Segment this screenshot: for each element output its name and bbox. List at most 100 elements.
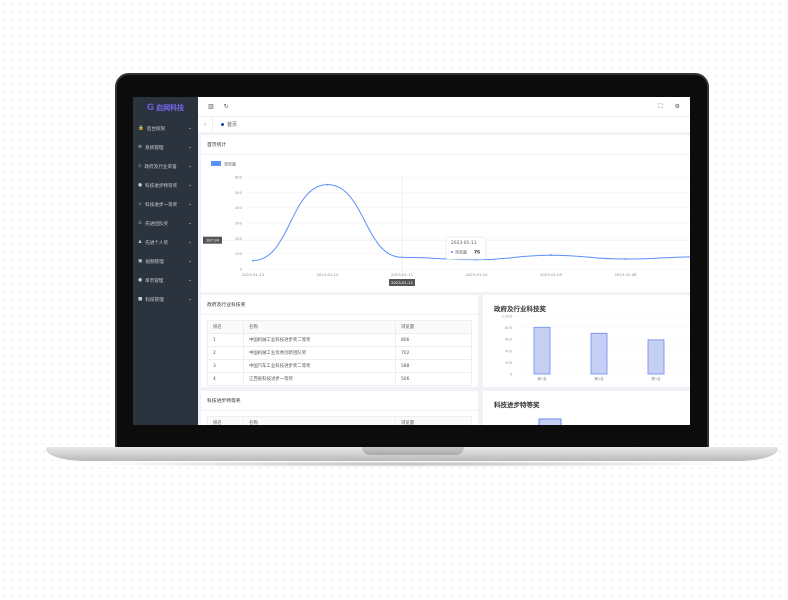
- card-title: 首页统计: [201, 135, 690, 155]
- bar: [647, 339, 665, 375]
- y-tick-label: 200: [505, 361, 513, 365]
- ranking-table: 排名 名称 浏览量 1 中国机械工业科技进步奖二等奖 806 2 中国机械工业优秀创新团队奖…: [207, 320, 472, 386]
- fullscreen-icon[interactable]: ⛶: [658, 102, 663, 110]
- table-cell: 中国机械工业科技进步奖二等奖: [243, 333, 396, 347]
- y-tick-label: 400: [235, 205, 243, 210]
- bar: [590, 332, 608, 375]
- sidebar-item[interactable]: ◇ 政府及行业荣誉 ⌄: [133, 157, 198, 176]
- laptop-shadow: [80, 461, 740, 467]
- tooltip-dot: [451, 251, 453, 253]
- tab-back-icon[interactable]: ‹: [204, 121, 206, 128]
- y-tick-label: 100: [235, 251, 243, 256]
- sidebar-item[interactable]: ☆ 科技进步一等奖 ⌄: [133, 195, 198, 214]
- x-tick-label: 第1名: [537, 376, 547, 381]
- user-icon: ♟: [138, 240, 143, 245]
- table2-card: 科技进步特等奖 排名 名称 浏览量: [201, 391, 478, 425]
- logo: G 启网科技: [133, 97, 198, 119]
- table-header: 排名 名称 浏览量: [207, 416, 472, 425]
- table-cell: 588: [395, 359, 472, 373]
- menu-toggle-icon[interactable]: ▥: [208, 103, 214, 110]
- tooltip-series: 浏览量: [455, 249, 467, 255]
- table-row: 1 中国机械工业科技进步奖二等奖 806: [207, 333, 472, 347]
- table-cell: 中国汽车工业科技进步奖二等奖: [243, 359, 396, 373]
- table-cell: 2: [207, 346, 244, 360]
- x-tick-label: 2023-01-09: [540, 272, 563, 277]
- bar-chart-2: [538, 418, 562, 425]
- lock-icon: 🔒: [138, 126, 144, 131]
- tab-home[interactable]: 首页: [212, 117, 245, 132]
- y-tick-label: 400: [505, 349, 513, 353]
- sidebar-item[interactable]: 🔒 后台权限 ⌄: [133, 119, 198, 138]
- sidebar-item[interactable]: ■ 科技管理 ⌄: [133, 290, 198, 309]
- sidebar-item[interactable]: ⚙ 系统管理 ⌄: [133, 138, 198, 157]
- sidebar-item[interactable]: ▣ 视频管理 ⌄: [133, 252, 198, 271]
- table-cell: 3: [207, 359, 244, 373]
- star-icon: ☆: [138, 202, 143, 207]
- bar: [538, 418, 562, 425]
- crosshair-x-label: 2023-01-11: [391, 280, 414, 285]
- sidebar-item-label: 科技进步特等奖: [145, 183, 178, 189]
- x-tick-label: 2023-01-13: [242, 272, 265, 277]
- line-chart: 浏览量 0 100 200 300 400 500 600 2023-01-13 2023-01-…: [203, 161, 690, 286]
- crosshair-x-badge: [389, 279, 415, 286]
- gear-icon: ⚙: [138, 145, 143, 150]
- ranking-table-2: 排名 名称 浏览量: [207, 416, 472, 425]
- y-tick-label: 0: [510, 373, 513, 377]
- chevron-down-icon: ⌄: [188, 278, 192, 283]
- sidebar-item-label: 先进团队奖: [145, 221, 169, 227]
- bar-chart-card-2: 科技进步特等奖: [483, 391, 690, 425]
- sidebar-item-label: 科技管理: [145, 297, 164, 303]
- sidebar-item[interactable]: ● 科技进步特等奖 ⌄: [133, 176, 198, 195]
- table-row: 2 中国机械工业优秀创新团队奖 702: [207, 346, 472, 360]
- database-icon: ●: [138, 183, 143, 188]
- user-group-icon: ♙: [138, 221, 143, 226]
- sidebar-item[interactable]: ♟ 先进个人奖 ⌄: [133, 233, 198, 252]
- sidebar-item[interactable]: ♙ 先进团队奖 ⌄: [133, 214, 198, 233]
- data-point: [252, 259, 254, 262]
- col-name: 名称: [243, 320, 396, 334]
- x-tick-label: 2023-01-11: [391, 272, 414, 277]
- sidebar: G 启网科技 🔒 后台权限 ⌄ ⚙ 系统管理 ⌄ ◇ 政府及行业荣誉 ⌄ ● 科技进步特等奖 ⌄ ☆ 科技进…: [133, 97, 198, 425]
- bar: [533, 326, 551, 375]
- sidebar-item[interactable]: ● 单页管理 ⌄: [133, 271, 198, 290]
- video-icon: ▣: [138, 259, 143, 264]
- chevron-down-icon: ⌄: [188, 259, 192, 264]
- sidebar-item-label: 先进个人奖: [145, 240, 169, 246]
- table-cell: 江西省科技进步一等奖: [243, 372, 396, 386]
- table-row: 3 中国汽车工业科技进步奖二等奖 588: [207, 359, 472, 373]
- table-cell: 中国机械工业优秀创新团队奖: [243, 346, 396, 360]
- bar-chart: 0 200 400 600 800 1,000 第1名 第1名 第1名: [502, 315, 690, 381]
- chevron-down-icon: ⌄: [188, 183, 192, 188]
- table-cell: 702: [395, 346, 472, 360]
- windows-icon: ■: [138, 297, 143, 302]
- tooltip-date: 2023-01-11: [451, 240, 477, 246]
- x-tick-label: 第1名: [651, 376, 661, 381]
- tab-label: 首页: [227, 122, 238, 128]
- sidebar-item-label: 单页管理: [145, 278, 164, 284]
- y-tick-label: 0: [240, 267, 243, 272]
- logo-text: 启网科技: [156, 104, 185, 112]
- sidebar-item-label: 政府及行业荣誉: [144, 164, 177, 170]
- col-views: 浏览量: [395, 320, 472, 334]
- app-screen: G 启网科技 🔒 后台权限 ⌄ ⚙ 系统管理 ⌄ ◇ 政府及行业荣誉 ⌄ ● 科技进步特等奖 ⌄ ☆ 科技进…: [133, 97, 690, 425]
- y-tick-label: 300: [235, 221, 243, 226]
- x-tick-label: 第1名: [594, 376, 604, 381]
- data-point: [624, 258, 627, 260]
- refresh-icon[interactable]: ↻: [223, 103, 229, 110]
- chevron-down-icon: ⌄: [188, 202, 192, 207]
- x-tick-label: 2023-01-10: [465, 272, 488, 277]
- col-views: 浏览量: [395, 416, 472, 425]
- col-rank: 排名: [207, 416, 244, 425]
- active-dot: [221, 123, 224, 126]
- sidebar-item-label: 视频管理: [145, 259, 164, 265]
- legend-label: 浏览量: [224, 161, 236, 167]
- settings-icon[interactable]: ⚙: [674, 102, 680, 110]
- card-title: 政府及行业科技奖: [201, 295, 478, 315]
- table-cell: 1: [207, 333, 244, 347]
- tooltip: [445, 236, 487, 260]
- y-tick-label: 600: [235, 175, 243, 180]
- y-tick-label: 1,000: [502, 315, 513, 319]
- chevron-down-icon: ⌄: [188, 164, 192, 169]
- table1-card: 政府及行业科技奖 排名 名称 浏览量 1 中国机械工业科技进步奖二等奖 806 2 中国机械…: [201, 295, 478, 387]
- tag-icon: ◇: [138, 164, 142, 169]
